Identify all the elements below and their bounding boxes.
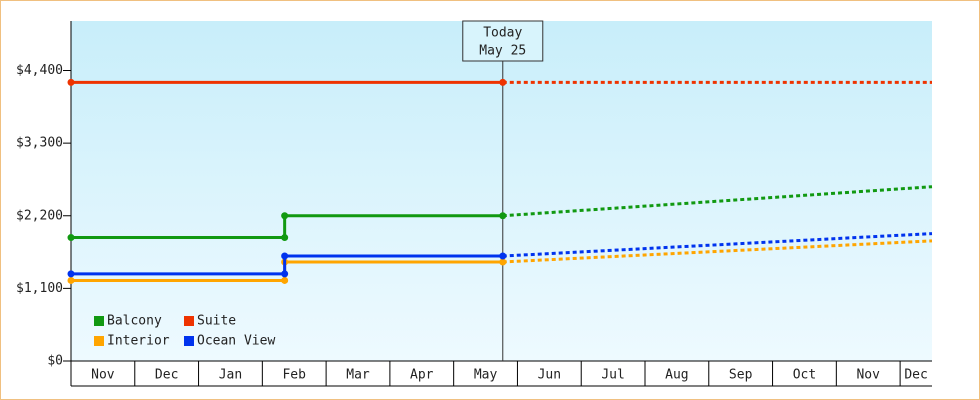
y-tick-label: $2,200 bbox=[16, 208, 63, 223]
point bbox=[281, 234, 289, 242]
plot-area bbox=[71, 21, 932, 361]
point bbox=[67, 234, 75, 242]
x-tick-label: May bbox=[474, 368, 498, 383]
x-tick-label: Jan bbox=[219, 368, 242, 383]
point bbox=[281, 212, 289, 220]
x-tick-label: Feb bbox=[282, 368, 306, 383]
x-tick-label: Dec bbox=[904, 368, 927, 383]
x-tick-label: Aug bbox=[665, 368, 688, 383]
legend-label: Balcony bbox=[107, 314, 162, 329]
legend-swatch bbox=[94, 316, 104, 326]
point bbox=[499, 252, 507, 260]
y-tick-label: $1,100 bbox=[16, 281, 63, 296]
point bbox=[281, 252, 289, 260]
forecast-line bbox=[502, 185, 933, 218]
today-label: Today bbox=[483, 26, 522, 41]
point bbox=[499, 78, 507, 86]
y-tick-label: $0 bbox=[47, 354, 63, 369]
price-line bbox=[71, 214, 503, 240]
legend-swatch bbox=[94, 336, 104, 346]
legend-swatch bbox=[184, 316, 194, 326]
forecast-line bbox=[502, 239, 933, 264]
legend-label: Interior bbox=[107, 334, 170, 349]
x-tick-label: Nov bbox=[856, 368, 880, 383]
forecast-line bbox=[502, 232, 933, 258]
legend-label: Ocean View bbox=[197, 334, 275, 349]
x-tick-label: Jun bbox=[538, 368, 561, 383]
price-line bbox=[71, 254, 503, 276]
today-box bbox=[462, 20, 544, 62]
x-tick-label: Apr bbox=[410, 368, 434, 383]
x-tick-label: Jul bbox=[601, 368, 624, 383]
today-label: May 25 bbox=[479, 44, 526, 59]
point bbox=[281, 276, 289, 284]
x-tick-label: Nov bbox=[91, 368, 115, 383]
point bbox=[499, 212, 507, 220]
x-tick-label: Sep bbox=[729, 368, 753, 383]
point bbox=[67, 78, 75, 86]
y-tick-label: $4,400 bbox=[16, 63, 63, 78]
point bbox=[281, 270, 289, 278]
point bbox=[67, 270, 75, 278]
legend-swatch bbox=[184, 336, 194, 346]
x-tick-label: Mar bbox=[346, 368, 370, 383]
point bbox=[67, 276, 75, 284]
x-tick-label: Dec bbox=[155, 368, 178, 383]
legend-label: Suite bbox=[197, 314, 236, 329]
point bbox=[499, 258, 507, 266]
y-tick-label: $3,300 bbox=[16, 136, 63, 151]
x-tick-label: Oct bbox=[793, 368, 816, 383]
